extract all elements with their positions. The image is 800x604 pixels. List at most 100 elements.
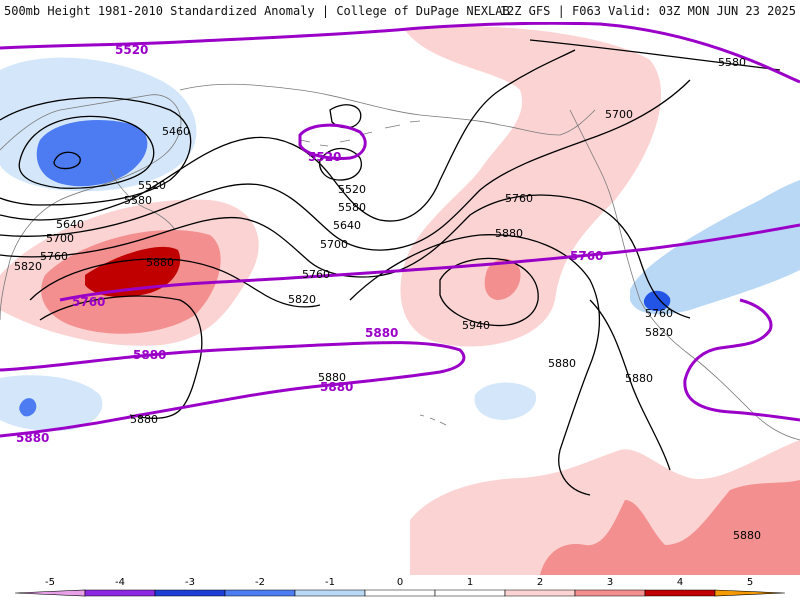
contour-label: 5640 <box>333 219 361 232</box>
hl-5880-east <box>683 298 800 422</box>
contour-label: 5760 <box>40 250 68 263</box>
contour-label: 5820 <box>645 326 673 339</box>
contour-label: 5580 <box>124 194 152 207</box>
highlight-label: 5880 <box>133 348 166 362</box>
neg-anomaly-us <box>630 180 800 315</box>
neg-anomaly-south <box>474 382 537 420</box>
land-outlines <box>0 83 800 441</box>
map-panel: 5460 5520 5520 5580 5580 5580 5640 5640 … <box>0 22 800 575</box>
contour-5520-loop <box>319 147 362 181</box>
contour-5580-n <box>529 39 781 71</box>
contour-label: 5700 <box>46 232 74 245</box>
pos-anomaly-se-core <box>540 480 800 575</box>
contour-label: 5880 <box>130 413 158 426</box>
neg-anomaly-nw-mid <box>36 120 148 187</box>
contour-label: 5760 <box>302 268 330 281</box>
colorbar-bar <box>14 589 786 597</box>
colorbar-segment <box>364 589 436 597</box>
colorbar-tick-label: 0 <box>397 577 403 588</box>
contour-label: 5820 <box>14 260 42 273</box>
contour-5940 <box>439 257 539 327</box>
highlight-label: 5760 <box>72 295 105 309</box>
contour-label: 5880 <box>318 371 346 384</box>
colorbar-tick-label: -2 <box>255 577 265 588</box>
hl-5880-west <box>0 341 466 438</box>
contour-label: 5580 <box>718 56 746 69</box>
colorbar-tick-label: -4 <box>115 577 125 588</box>
contour-label: 5760 <box>645 307 673 320</box>
pos-anomaly-ne-outer <box>400 26 662 347</box>
colorbar-segment <box>14 589 86 597</box>
contour-5520-nw <box>18 115 155 189</box>
hawaii-islands <box>419 414 447 426</box>
pos-anomaly-center-core <box>484 258 521 300</box>
contour-label: 5880 <box>146 256 174 269</box>
contour-label: 5700 <box>605 108 633 121</box>
contour-5580-nw <box>0 97 192 206</box>
highlight-label: 5760 <box>570 249 603 263</box>
colorbar-segment <box>154 589 226 597</box>
colorbar-ticks: -5 -4 -3 -2 -1 0 1 2 3 4 5 <box>45 577 753 588</box>
highlight-label: 5880 <box>320 380 353 394</box>
colorbar-segment <box>574 589 646 597</box>
colorbar-tick-label: 4 <box>677 577 683 588</box>
kamchatka <box>109 169 176 231</box>
contour-label: 5700 <box>320 238 348 251</box>
contour-5460 <box>53 151 81 170</box>
colorbar-tick-label: 2 <box>537 577 543 588</box>
colorbar-tick-label: 1 <box>467 577 473 588</box>
contour-5880-east <box>589 299 671 471</box>
contour-label: 5640 <box>56 218 84 231</box>
highlight-label: 5880 <box>365 326 398 340</box>
contour-label: 5880 <box>548 357 576 370</box>
contour-label: 5880 <box>625 372 653 385</box>
neg-anomaly-sw <box>0 375 103 431</box>
hl-5520-north <box>0 22 800 84</box>
highlight-label: 5520 <box>308 150 341 164</box>
contour-5880-west <box>39 295 203 419</box>
header-title: 500mb Height 1981-2010 Standardized Anom… <box>4 4 510 18</box>
colorbar-segment <box>224 589 296 597</box>
contour-label: 5940 <box>462 319 490 332</box>
neg-anomaly-sw-core <box>19 398 37 417</box>
height-contours <box>0 39 781 496</box>
neg-anomaly-us-core <box>643 290 671 312</box>
colorbar-tick-label: 3 <box>607 577 613 588</box>
highlight-label: 5880 <box>16 431 49 445</box>
aleutian-chain <box>299 120 421 147</box>
colorbar-tick-label: 5 <box>747 577 753 588</box>
highlight-labels: 5520 5520 5760 5760 5880 5880 5880 5880 <box>16 43 603 445</box>
highlight-contours <box>0 22 800 438</box>
colorbar-segment <box>504 589 576 597</box>
contour-5880-center <box>349 234 601 496</box>
contour-label: 5460 <box>162 125 190 138</box>
contour-label: 5520 <box>138 179 166 192</box>
header-valid-time: 12Z GFS | F063 Valid: 03Z MON JUN 23 202… <box>499 4 796 18</box>
map-svg: 5460 5520 5520 5580 5580 5580 5640 5640 … <box>0 22 800 575</box>
header: 500mb Height 1981-2010 Standardized Anom… <box>0 0 800 22</box>
colorbar-tick-label: -5 <box>45 577 55 588</box>
contour-5700 <box>0 79 691 251</box>
colorbar-tick-label: -3 <box>185 577 195 588</box>
anomaly-shading <box>0 26 800 575</box>
contour-label: 5880 <box>733 529 761 542</box>
contour-label: 5820 <box>288 293 316 306</box>
colorbar-segment <box>434 589 506 597</box>
highlight-label: 5520 <box>115 43 148 57</box>
contour-label: 5760 <box>505 192 533 205</box>
coast-nw-america <box>569 109 800 441</box>
colorbar-svg: -5 -4 -3 -2 -1 0 1 2 3 4 5 <box>14 577 786 597</box>
contour-5820 <box>29 258 321 308</box>
contour-label: 5880 <box>495 227 523 240</box>
contour-5640 <box>0 49 576 222</box>
contour-label: 5520 <box>338 183 366 196</box>
colorbar: -5 -4 -3 -2 -1 0 1 2 3 4 5 <box>0 575 800 600</box>
hl-5760 <box>59 223 800 302</box>
contour-label: 5580 <box>338 201 366 214</box>
colorbar-segment <box>644 589 716 597</box>
hl-5520-loop <box>298 123 367 160</box>
colorbar-segment <box>84 589 156 597</box>
coast-alaska <box>179 83 596 136</box>
coast-asia <box>0 94 182 321</box>
colorbar-tick-label: -1 <box>325 577 335 588</box>
